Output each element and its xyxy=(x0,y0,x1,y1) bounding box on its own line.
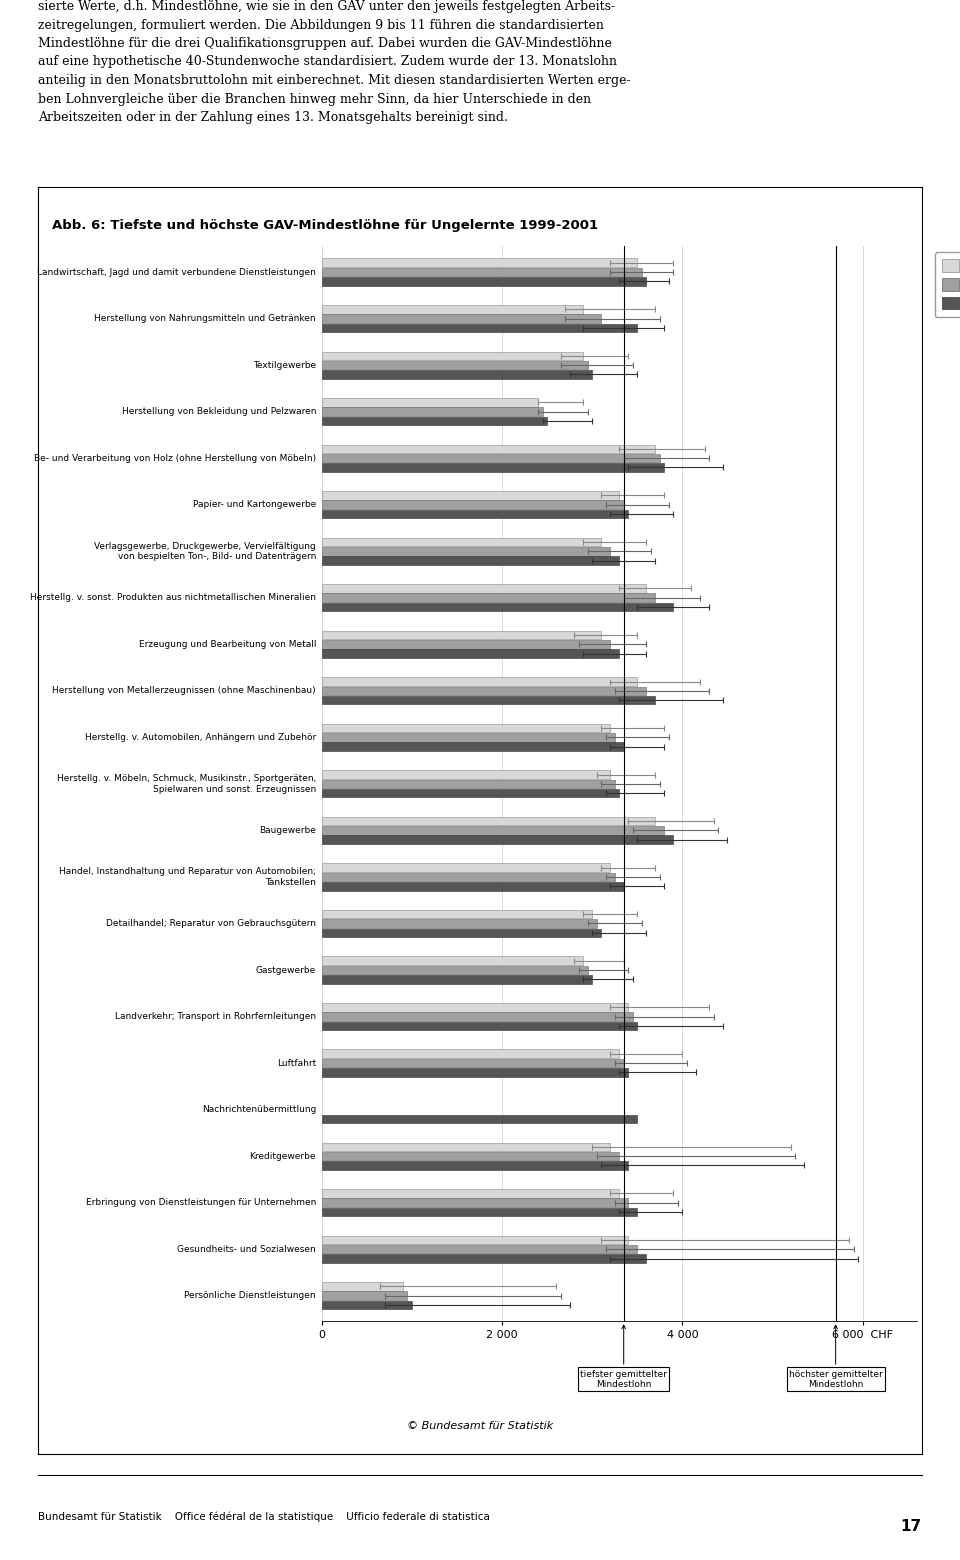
Bar xyxy=(322,557,619,565)
Bar xyxy=(322,928,601,938)
Bar xyxy=(322,370,592,379)
Bar xyxy=(322,351,583,360)
Bar xyxy=(322,1236,628,1245)
Bar xyxy=(322,1069,628,1076)
Bar xyxy=(322,836,673,844)
Bar xyxy=(322,306,583,314)
Bar xyxy=(322,1254,646,1262)
Bar xyxy=(322,881,624,891)
Bar xyxy=(322,872,614,881)
Bar xyxy=(322,360,588,370)
Bar xyxy=(322,407,542,417)
Bar xyxy=(322,956,583,966)
Bar xyxy=(322,491,619,499)
Bar xyxy=(322,602,673,612)
Bar xyxy=(322,733,614,741)
Text: tiefster gemittelter
Mindestlohn: tiefster gemittelter Mindestlohn xyxy=(580,1324,667,1388)
Bar xyxy=(322,771,611,778)
Bar xyxy=(322,323,637,332)
Text: © Bundesamt für Statistik: © Bundesamt für Statistik xyxy=(407,1421,553,1431)
Bar xyxy=(322,1142,611,1151)
Bar xyxy=(322,863,611,872)
Bar xyxy=(322,548,611,555)
Bar xyxy=(322,630,601,640)
Bar xyxy=(322,640,611,649)
Bar xyxy=(322,1207,637,1217)
Bar xyxy=(322,538,601,546)
Bar xyxy=(322,398,538,407)
Bar xyxy=(322,463,664,471)
Bar xyxy=(322,1151,619,1161)
Text: Abb. 6: Tiefste und höchste GAV-Mindestlöhne für Ungelernte 1999-2001: Abb. 6: Tiefste und höchste GAV-Mindestl… xyxy=(52,218,598,232)
Bar xyxy=(322,1282,403,1290)
Bar xyxy=(322,454,660,462)
Bar xyxy=(322,1292,407,1299)
Text: höchster gemittelter
Mindestlohn: höchster gemittelter Mindestlohn xyxy=(789,1324,882,1388)
Bar xyxy=(322,975,592,984)
Bar xyxy=(322,445,656,452)
Bar xyxy=(322,1003,628,1011)
Bar xyxy=(322,583,646,593)
Bar xyxy=(322,1161,628,1170)
Bar xyxy=(322,510,628,518)
Bar xyxy=(322,259,637,267)
Bar xyxy=(322,593,656,602)
Bar xyxy=(322,677,637,686)
Bar xyxy=(322,1198,628,1207)
Text: Bundesamt für Statistik    Office fédéral de la statistique    Ufficio federale : Bundesamt für Statistik Office fédéral d… xyxy=(38,1512,491,1521)
Bar xyxy=(322,501,624,509)
Bar xyxy=(322,649,619,658)
Bar xyxy=(322,743,624,750)
Bar xyxy=(322,724,611,732)
Bar xyxy=(322,919,597,928)
Bar xyxy=(322,1301,412,1309)
Bar xyxy=(322,780,614,788)
Bar xyxy=(322,1050,619,1058)
Bar xyxy=(322,278,646,285)
Bar xyxy=(322,1022,637,1030)
Bar xyxy=(322,268,641,276)
Text: Aus Abbildung 6 ist ersichtlich, dass die unterste Mindestlohnkategorie für Unge: Aus Abbildung 6 ist ersichtlich, dass di… xyxy=(38,278,619,328)
Bar xyxy=(322,1245,637,1254)
Bar xyxy=(322,817,656,825)
Bar xyxy=(322,827,664,835)
Bar xyxy=(322,1059,624,1067)
Bar xyxy=(322,966,588,975)
Bar xyxy=(322,417,547,426)
Legend: 1999, 2000, 2001: 1999, 2000, 2001 xyxy=(935,253,960,317)
Text: 17: 17 xyxy=(900,1518,922,1533)
Bar xyxy=(322,1189,619,1198)
Bar xyxy=(322,1115,637,1123)
Bar xyxy=(322,789,619,797)
Bar xyxy=(322,909,592,919)
Bar xyxy=(322,1012,633,1020)
Text: sierte Werte, d.h. Mindestlöhne, wie sie in den GAV unter den jeweils festgelegt: sierte Werte, d.h. Mindestlöhne, wie sie… xyxy=(38,0,631,123)
Bar xyxy=(322,314,601,323)
Bar xyxy=(322,696,656,705)
Bar xyxy=(322,686,646,696)
